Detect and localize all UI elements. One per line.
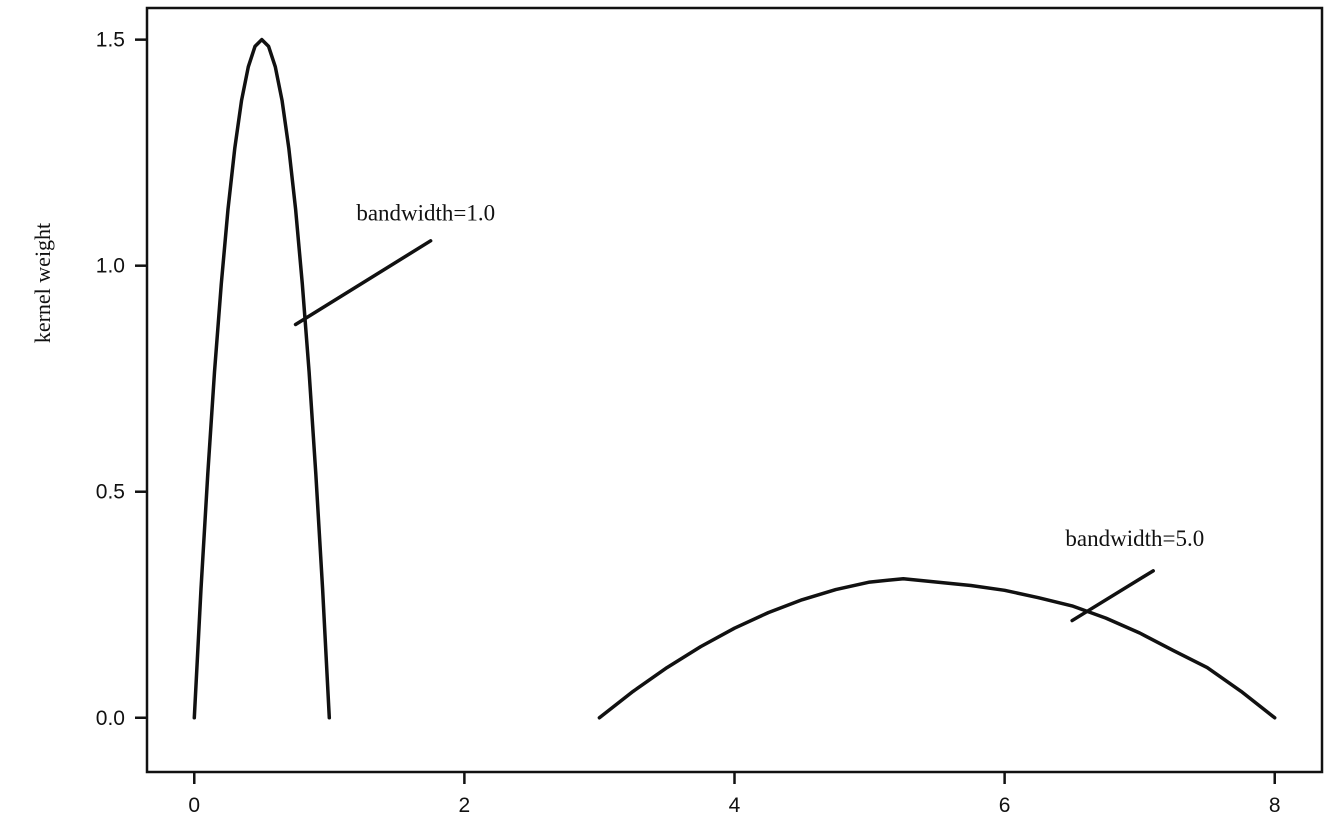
- kernel-curve-1: [192, 37, 332, 720]
- y-tick-label: 1.0: [96, 255, 125, 278]
- annotation-group: bandwidth=1.0 bandwidth=5.0: [293, 200, 1204, 623]
- x-axis: 0 2 4 6 8: [188, 772, 1281, 817]
- x-tick-label: 4: [729, 794, 741, 817]
- series-group: [192, 37, 1277, 720]
- y-axis: 0.0 0.5 1.0 1.5: [96, 29, 147, 730]
- x-tick-label: 2: [459, 794, 471, 817]
- annotation-pointer: [1070, 569, 1155, 623]
- y-axis-title: kernel weight: [30, 223, 55, 343]
- x-tick-label: 0: [188, 794, 200, 817]
- x-tick-label: 6: [999, 794, 1011, 817]
- plot-frame: [145, 6, 1324, 774]
- y-tick-label: 1.5: [96, 29, 125, 52]
- y-tick-label: 0.5: [96, 481, 125, 504]
- kernel-curve-2: [597, 576, 1277, 720]
- x-tick-label: 8: [1269, 794, 1281, 817]
- annotation-label: bandwidth=1.0: [356, 200, 495, 225]
- y-tick-label: 0.0: [96, 707, 125, 730]
- annotation-label: bandwidth=5.0: [1065, 526, 1204, 551]
- annotation-pointer: [293, 239, 433, 327]
